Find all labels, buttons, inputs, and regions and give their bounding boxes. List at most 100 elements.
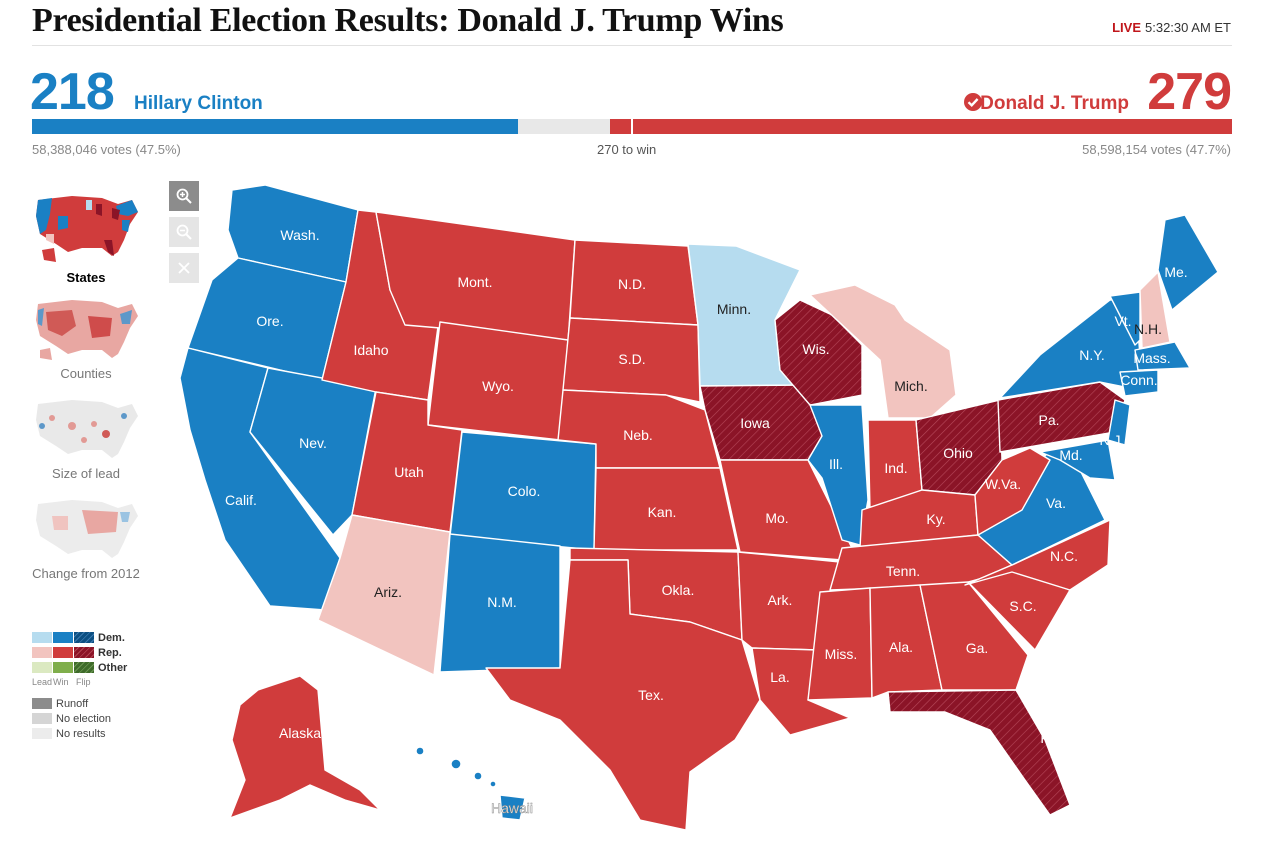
label-hi: Hawaii <box>491 800 533 816</box>
legend-row-dem: Dem. <box>32 632 125 644</box>
legend-label-other: Other <box>98 662 128 674</box>
label-ms: Miss. <box>825 646 858 662</box>
label-ok: Okla. <box>662 582 695 598</box>
label-al: Ala. <box>889 639 913 655</box>
label-ny: N.Y. <box>1079 347 1104 363</box>
page-title: Presidential Election Results: Donald J.… <box>32 2 784 39</box>
reset-map-button[interactable] <box>169 253 199 283</box>
swatch-other-win <box>53 662 73 673</box>
state-nh[interactable] <box>1139 271 1171 349</box>
label-co: Colo. <box>508 483 541 499</box>
dem-candidate-name: Hillary Clinton <box>134 93 263 114</box>
legend-label-rep: Rep. <box>98 647 122 659</box>
label-ct: Conn. <box>1120 372 1157 388</box>
state-wv[interactable] <box>974 447 1051 536</box>
counties-thumbnail <box>36 300 138 360</box>
swatch-runoff <box>32 698 52 709</box>
label-ky: Ky. <box>926 511 945 527</box>
label-nv: Nev. <box>299 435 327 451</box>
rep-candidate-name: Donald J. Trump <box>980 93 1129 114</box>
state-wi[interactable] <box>774 299 863 406</box>
winner-check-icon <box>964 93 982 111</box>
label-ia: Iowa <box>740 415 770 431</box>
legend-row-no-election: No election <box>32 713 111 725</box>
label-sc: S.C. <box>1009 598 1036 614</box>
label-ar: Ark. <box>768 592 793 608</box>
state-ks[interactable] <box>593 467 739 551</box>
rep-electoral-count: 279 <box>1147 63 1232 121</box>
state-me[interactable] <box>1157 214 1219 311</box>
zoom-in-button[interactable] <box>169 181 199 211</box>
label-nd: N.D. <box>618 276 646 292</box>
label-fl: Fla. <box>1040 730 1063 746</box>
state-mi[interactable] <box>809 284 957 419</box>
view-states[interactable]: States <box>32 190 140 285</box>
win-threshold-marker <box>631 117 633 136</box>
label-tx: Tex. <box>638 687 664 703</box>
state-ga[interactable] <box>919 581 1029 691</box>
label-pa: Pa. <box>1038 412 1059 428</box>
swatch-rep-flip <box>74 647 94 658</box>
legend-row-other: Other <box>32 662 127 674</box>
rep-popular-votes: 58,598,154 votes (47.7%) <box>1082 142 1231 157</box>
state-or[interactable] <box>187 257 347 381</box>
label-mt: Mont. <box>457 274 492 290</box>
label-la: La. <box>770 669 789 685</box>
label-or: Ore. <box>256 313 283 329</box>
label-md: Md. <box>1059 447 1082 463</box>
state-hi[interactable] <box>415 746 526 821</box>
zoom-in-icon <box>176 188 192 204</box>
live-badge: LIVE <box>1112 20 1141 35</box>
rep-progress-fill <box>610 119 1232 134</box>
label-ks: Kan. <box>648 504 677 520</box>
state-ak[interactable] <box>229 675 381 819</box>
view-label-size-of-lead: Size of lead <box>52 466 120 481</box>
state-tx[interactable] <box>485 559 761 831</box>
swatch-other-lead <box>32 662 52 673</box>
legend-label-no-results: No results <box>56 728 106 740</box>
label-nc: N.C. <box>1050 548 1078 564</box>
view-change-from-2012[interactable]: Change from 2012 <box>32 496 140 581</box>
label-wv: W.Va. <box>985 476 1021 492</box>
view-label-counties: Counties <box>60 366 112 381</box>
state-ct[interactable] <box>1119 369 1159 397</box>
state-ma[interactable] <box>1134 341 1191 371</box>
close-icon <box>178 262 190 274</box>
election-map: Wash. Ore. Calif. Nev. Idaho Mont. Wyo. … <box>179 184 1219 831</box>
label-ak: Alaska <box>279 725 321 741</box>
state-md[interactable] <box>1039 439 1116 481</box>
view-size-of-lead[interactable]: Size of lead <box>32 396 140 481</box>
label-wi: Wis. <box>802 341 829 357</box>
view-label-states: States <box>66 270 106 285</box>
state-vt[interactable] <box>1109 291 1141 346</box>
swatch-other-flip <box>74 662 94 673</box>
legend-sub-flip: Flip <box>76 677 91 687</box>
state-il[interactable] <box>807 404 869 546</box>
label-nj: N.J. <box>1100 432 1125 448</box>
legend-row-no-results: No results <box>32 728 106 740</box>
view-counties[interactable]: Counties <box>32 296 140 381</box>
state-nj[interactable] <box>1107 399 1131 446</box>
label-wy: Wyo. <box>482 378 514 394</box>
label-mo: Mo. <box>765 510 788 526</box>
zoom-out-icon <box>176 224 192 240</box>
legend-row-runoff: Runoff <box>32 698 88 710</box>
swatch-dem-flip <box>74 632 94 643</box>
swatch-dem-win <box>53 632 73 643</box>
label-oh: Ohio <box>943 445 973 461</box>
dem-progress-fill <box>32 119 518 134</box>
state-az[interactable] <box>317 514 451 676</box>
legend-label-no-election: No election <box>56 713 112 725</box>
swatch-rep-win <box>53 647 73 658</box>
label-id: Idaho <box>353 342 388 358</box>
change-from-2012-thumbnail <box>36 500 138 558</box>
label-nh: N.H. <box>1134 321 1162 337</box>
size-of-lead-thumbnail <box>36 400 138 458</box>
label-vt: Vt. <box>1114 313 1131 329</box>
state-sd[interactable] <box>562 317 701 403</box>
state-fl[interactable] <box>887 689 1071 816</box>
view-label-change-from-2012: Change from 2012 <box>32 566 140 581</box>
dem-electoral-count: 218 <box>30 63 115 121</box>
label-ca: Calif. <box>225 492 257 508</box>
zoom-out-button[interactable] <box>169 217 199 247</box>
